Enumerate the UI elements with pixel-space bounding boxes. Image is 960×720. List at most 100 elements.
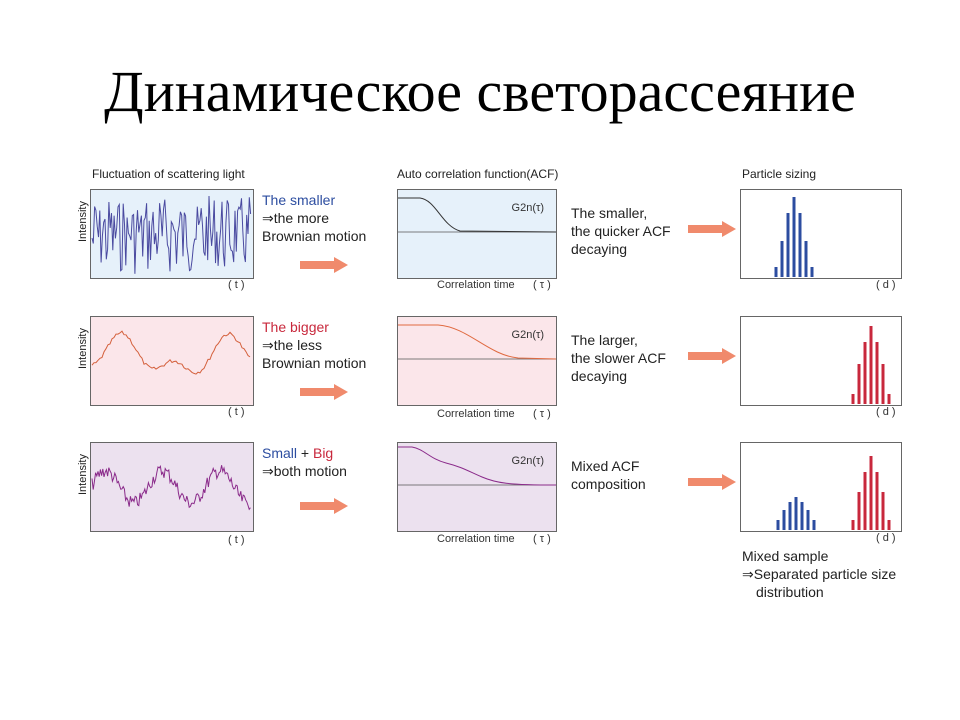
desc-title: The smaller (262, 192, 336, 208)
acf-panel-big: G2n(τ) (397, 316, 557, 406)
row-big-particles: Intensity ( t ) The bigger ⇒the less Bro… (0, 316, 960, 436)
distribution-bar (812, 520, 816, 530)
g2-label: G2n(τ) (511, 455, 544, 467)
column-header-signal: Fluctuation of scattering light (92, 167, 245, 181)
distribution-bar (786, 213, 790, 277)
acf-panel-small: G2n(τ) (397, 189, 557, 279)
signal-chart-mixed (91, 465, 251, 511)
distribution-bar (800, 502, 804, 530)
signal-trace (91, 465, 251, 511)
signal-chart-big (91, 330, 251, 375)
right-arrow-icon (300, 257, 348, 273)
t-axis-label: ( t ) (228, 534, 245, 546)
desc-plus: + (297, 445, 313, 461)
signal-trace (91, 195, 252, 274)
distribution-bar (851, 520, 855, 530)
right-arrow-icon (688, 474, 736, 490)
distribution-bar (863, 342, 867, 404)
distribution-bar (869, 326, 873, 404)
distribution-bar (806, 510, 810, 530)
acf-chart-small (398, 197, 556, 233)
acf-curve (398, 446, 556, 486)
distribution-bar (887, 394, 891, 404)
distribution-bar (788, 502, 792, 530)
acf-desc-line: The smaller, (571, 205, 648, 221)
size-distribution-panel-small (740, 189, 902, 279)
signal-chart-small (91, 195, 252, 274)
size-distribution-panel-big (740, 316, 902, 406)
row-small-particles: Intensity ( t ) The smaller ⇒the more Br… (0, 189, 960, 309)
distribution-bar (782, 510, 786, 530)
distribution-bar (776, 520, 780, 530)
distribution-bar (794, 497, 798, 530)
particle-description-big: The bigger ⇒the less Brownian motion (262, 318, 366, 372)
tau-axis-label: ( τ ) (533, 279, 551, 291)
desc-big-word: Big (312, 445, 334, 461)
acf-chart-mixed (398, 446, 556, 486)
g2-label: G2n(τ) (511, 329, 544, 341)
d-axis-label: ( d ) (876, 406, 896, 418)
distribution-bar (881, 364, 885, 404)
mixed-note-line: Mixed sample (742, 548, 829, 564)
tau-axis-label: ( τ ) (533, 533, 551, 545)
distribution-bar (780, 241, 784, 277)
desc-line: Brownian motion (262, 228, 367, 244)
distribution-bar (887, 520, 891, 530)
distribution-bar (804, 241, 808, 277)
acf-desc-line: composition (571, 476, 646, 492)
column-header-acf: Auto correlation function(ACF) (397, 167, 559, 181)
acf-panel-mixed: G2n(τ) (397, 442, 557, 532)
desc-title: The bigger (262, 319, 329, 335)
distribution-bar (881, 492, 885, 530)
intensity-label: Intensity (77, 454, 89, 495)
acf-desc-line: the slower ACF (571, 350, 666, 366)
g2-label: G2n(τ) (511, 202, 544, 214)
distribution-bar (810, 267, 814, 277)
distribution-bar (798, 213, 802, 277)
acf-desc-line: decaying (571, 368, 628, 384)
correlation-time-label: Correlation time (437, 279, 515, 291)
right-arrow-icon (688, 221, 736, 237)
desc-title: Small + Big (262, 444, 347, 462)
right-arrow-icon (300, 384, 348, 400)
distribution-bar (875, 472, 879, 530)
signal-trace (91, 330, 251, 375)
correlation-time-label: Correlation time (437, 533, 515, 545)
desc-small-word: Small (262, 445, 298, 461)
tau-axis-label: ( τ ) (533, 408, 551, 420)
acf-desc-line: Mixed ACF (571, 458, 640, 474)
size-distribution-chart-mixed (776, 456, 891, 530)
signal-panel-mixed (90, 442, 254, 532)
intensity-label: Intensity (77, 201, 89, 242)
page-title: Динамическое светорассеяние (104, 59, 856, 124)
d-axis-label: ( d ) (876, 279, 896, 291)
t-axis-label: ( t ) (228, 279, 245, 291)
acf-chart-big (398, 324, 556, 360)
desc-line: ⇒the less (262, 337, 322, 353)
size-distribution-chart-big (851, 326, 891, 404)
distribution-bar (863, 472, 867, 530)
acf-description-small: The smaller, the quicker ACF decaying (571, 204, 671, 258)
right-arrow-icon (300, 498, 348, 514)
particle-description-mixed: Small + Big ⇒both motion (262, 444, 347, 480)
intensity-label: Intensity (77, 328, 89, 369)
signal-panel-big (90, 316, 254, 406)
mixed-note-line: ⇒Separated particle size (742, 566, 897, 582)
acf-description-mixed: Mixed ACF composition (571, 457, 646, 493)
particle-description-small: The smaller ⇒the more Brownian motion (262, 191, 366, 245)
row-mixed-particles: Intensity ( t ) Small + Big ⇒both motion… (0, 442, 960, 562)
acf-curve (398, 197, 556, 233)
distribution-bar (774, 267, 778, 277)
mixed-sample-note: Mixed sample ⇒Separated particle size di… (742, 547, 896, 601)
correlation-time-label: Correlation time (437, 408, 515, 420)
distribution-bar (869, 456, 873, 530)
acf-desc-line: decaying (571, 241, 628, 257)
mixed-note-line: distribution (756, 584, 824, 600)
acf-description-big: The larger, the slower ACF decaying (571, 331, 666, 385)
distribution-bar (792, 197, 796, 277)
signal-panel-small (90, 189, 254, 279)
t-axis-label: ( t ) (228, 406, 245, 418)
distribution-bar (857, 492, 861, 530)
acf-desc-line: The larger, (571, 332, 638, 348)
desc-line: Brownian motion (262, 355, 367, 371)
